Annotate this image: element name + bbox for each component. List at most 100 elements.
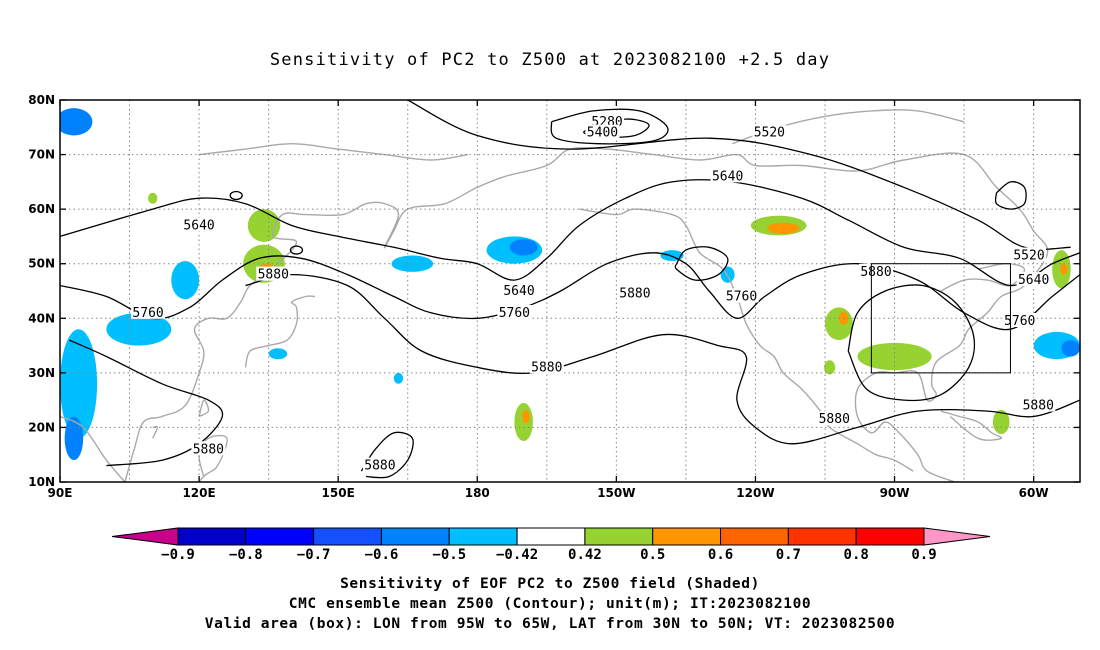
tick-label-lon: 150E bbox=[322, 486, 355, 500]
contour-label-bg bbox=[617, 285, 652, 300]
contour-label: 5640 bbox=[1018, 273, 1049, 288]
shade-region bbox=[171, 260, 200, 300]
contour-label: 5400 bbox=[587, 126, 618, 141]
coastline bbox=[940, 262, 1026, 292]
tick-label-lon: 120E bbox=[182, 486, 215, 500]
colorbar-swatch bbox=[380, 527, 450, 546]
colorbar-swatch bbox=[516, 527, 586, 546]
caption-line-1: Sensitivity of EOF PC2 to Z500 field (Sh… bbox=[340, 576, 760, 592]
colorbar-swatch bbox=[855, 527, 925, 546]
contour-label: 5880 bbox=[193, 442, 224, 457]
contour-label: 5640 bbox=[712, 169, 743, 184]
contour-cell bbox=[229, 190, 243, 201]
colorbar-label: −0.8 bbox=[229, 547, 263, 563]
caption: Sensitivity of EOF PC2 to Z500 field (Sh… bbox=[0, 574, 1100, 634]
colorbar-swatch bbox=[448, 527, 518, 546]
colorbar-swatch bbox=[313, 527, 382, 546]
colorbar-label: 0.8 bbox=[844, 547, 869, 563]
contour-cell bbox=[674, 246, 729, 281]
contour-label-bg bbox=[131, 304, 166, 319]
shade-region bbox=[825, 307, 853, 341]
colorbar-under bbox=[111, 527, 179, 546]
contour-5400 bbox=[550, 108, 669, 145]
coastline bbox=[579, 208, 914, 472]
colorbar-label: −0.9 bbox=[161, 547, 195, 563]
caption-line-2: CMC ensemble mean Z500 (Contour); unit(m… bbox=[288, 596, 812, 612]
shade-region bbox=[60, 108, 93, 136]
coastline bbox=[60, 415, 126, 482]
shade-region bbox=[1060, 263, 1068, 275]
contour-label: 5640 bbox=[503, 284, 534, 299]
colorbar-swatch bbox=[720, 527, 789, 546]
shade-region bbox=[514, 402, 533, 442]
colorbar-swatch bbox=[177, 527, 247, 546]
valid-area-rect bbox=[870, 263, 1011, 374]
colorbar-swatch bbox=[245, 527, 315, 546]
contour-cell bbox=[289, 245, 304, 255]
contour-5280 bbox=[583, 118, 650, 139]
coastline bbox=[198, 399, 210, 418]
contour-5880 bbox=[360, 431, 414, 479]
contour-5760 bbox=[60, 252, 1080, 331]
tick-label-lon: 60W bbox=[1019, 486, 1049, 500]
contour-label-bg bbox=[502, 283, 536, 297]
contour-label-bg bbox=[1002, 313, 1037, 328]
contour-label: 5880 bbox=[258, 268, 289, 283]
tick-label-lat: 30N bbox=[28, 366, 55, 380]
coastline bbox=[124, 146, 1049, 482]
contour-label-bg bbox=[817, 411, 852, 426]
contour-5640 bbox=[60, 179, 1080, 287]
tick-label-lat: 80N bbox=[28, 93, 55, 107]
contour-label-bg bbox=[191, 441, 226, 456]
coastline bbox=[199, 142, 469, 161]
tick-label-lon: 180 bbox=[465, 486, 490, 500]
contour-label: 5520 bbox=[1013, 249, 1044, 264]
contour-label-bg bbox=[362, 457, 397, 472]
colorbar-label: 0.42 bbox=[568, 547, 602, 563]
shade-region bbox=[767, 222, 800, 234]
contour-label: 5520 bbox=[754, 126, 785, 141]
contour-label-bg bbox=[182, 217, 217, 232]
tick-label-lon: 90W bbox=[880, 486, 910, 500]
contour-label: 5880 bbox=[819, 412, 850, 427]
shade-region bbox=[64, 416, 84, 461]
shade-region bbox=[509, 239, 538, 256]
colorbar-label: −0.7 bbox=[297, 547, 331, 563]
shade-region bbox=[824, 360, 836, 375]
contour-label: 5880 bbox=[531, 360, 562, 375]
colorbar-swatch bbox=[787, 527, 857, 546]
coastline bbox=[940, 410, 1003, 441]
chart-title: Sensitivity of PC2 to Z500 at 2023082100… bbox=[269, 50, 831, 70]
tick-label-lat: 60N bbox=[28, 202, 55, 216]
tick-label-lon: 150W bbox=[597, 486, 635, 500]
sensitivity-shading bbox=[60, 108, 1080, 461]
contour-label: 5760 bbox=[132, 306, 163, 321]
colorbar-swatch bbox=[652, 527, 722, 546]
shade-region bbox=[106, 312, 172, 346]
shade-region bbox=[148, 192, 158, 204]
contour-label: 5880 bbox=[860, 265, 891, 280]
coastline bbox=[152, 425, 159, 439]
colorbar-label: 0.9 bbox=[911, 547, 936, 563]
contour-label-bg bbox=[752, 124, 787, 139]
shade-region bbox=[857, 342, 932, 371]
colorbar-label: 0.5 bbox=[640, 547, 665, 563]
contour-label-bg bbox=[710, 168, 745, 183]
z500-contours bbox=[60, 100, 1080, 479]
tick-label-lat: 70N bbox=[28, 148, 55, 162]
tick-label-lat: 50N bbox=[28, 257, 55, 271]
coastline bbox=[244, 295, 316, 368]
contour-label: 5880 bbox=[1023, 399, 1054, 414]
contour-label-bg bbox=[859, 263, 893, 278]
contour-5880 bbox=[245, 273, 1080, 445]
tick-label-lon: 120W bbox=[736, 486, 774, 500]
contour-label: 5760 bbox=[726, 289, 757, 304]
contour-label: 5760 bbox=[499, 306, 530, 321]
caption-line-3: Valid area (box): LON from 95W to 65W, L… bbox=[204, 616, 896, 632]
shade-region bbox=[522, 409, 530, 424]
contour-label-bg bbox=[497, 304, 532, 319]
shade-region bbox=[1061, 340, 1080, 357]
contour-label-bg bbox=[256, 266, 291, 281]
